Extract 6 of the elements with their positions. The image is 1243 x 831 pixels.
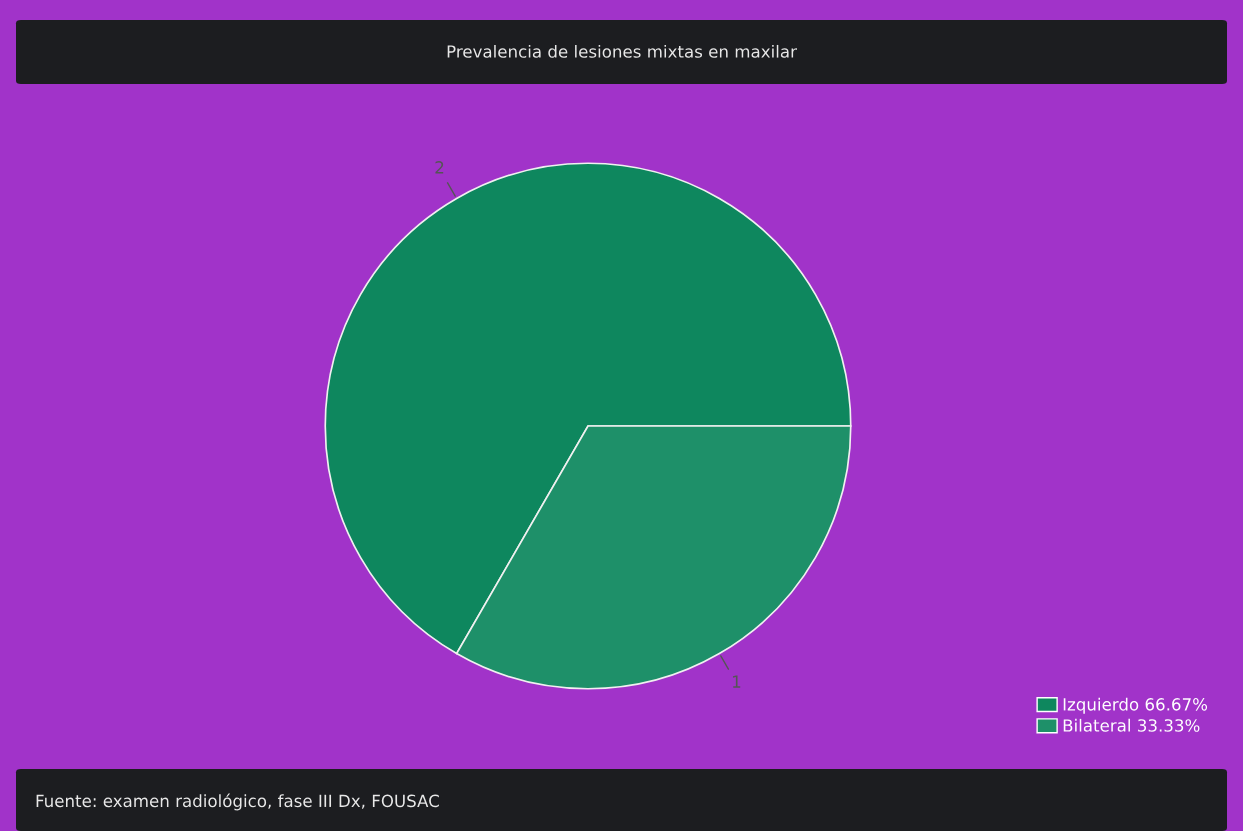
source-note: Fuente: examen radiológico, fase III Dx, FOUSAC <box>36 793 439 811</box>
legend-label: Izquierdo 66.67% <box>1063 697 1208 714</box>
legend-label: Bilateral 33.33% <box>1063 718 1200 732</box>
data-label: 2 <box>435 161 444 174</box>
chart-title: Prevalencia de lesiones mixtas en maxilar <box>447 44 797 58</box>
data-label: 1 <box>732 675 741 688</box>
